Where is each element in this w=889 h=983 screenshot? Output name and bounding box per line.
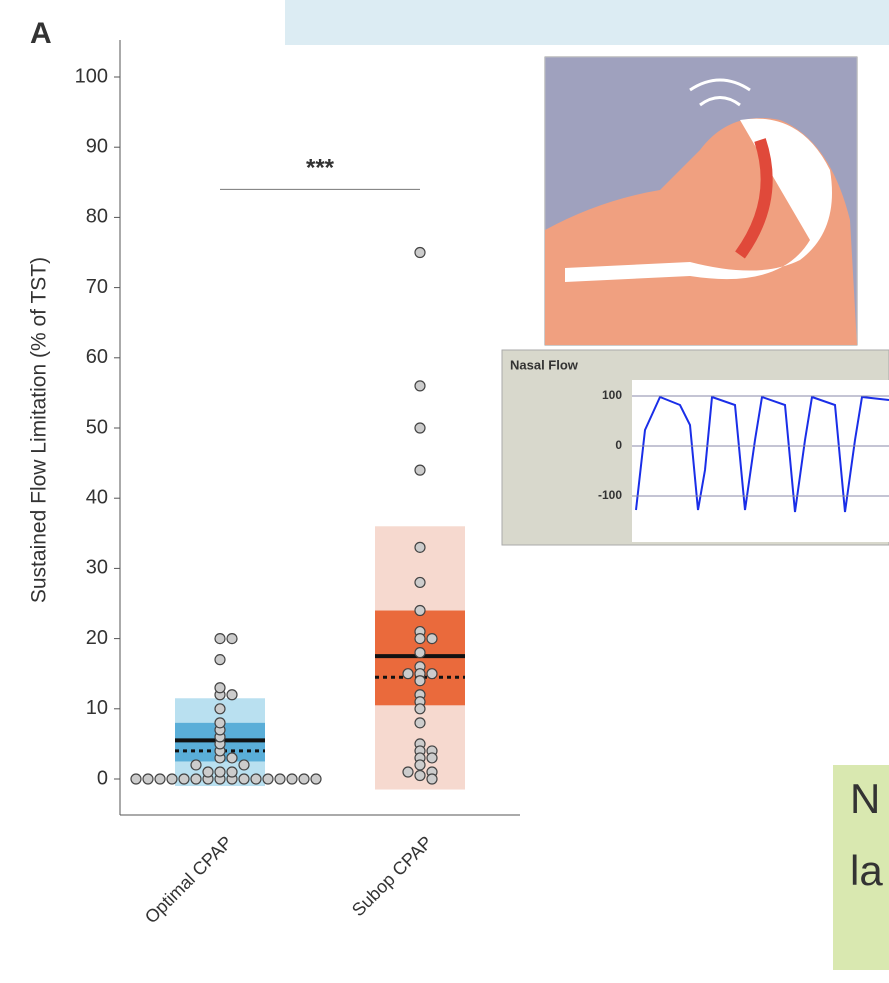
nasal-flow-inset: Nasal Flow 100 0 -100 (502, 350, 889, 545)
data-point (427, 669, 437, 679)
y-tick-label: 90 (86, 135, 108, 157)
data-point (179, 774, 189, 784)
x-tick-label: Optimal CPAP (141, 832, 236, 927)
data-point (415, 648, 425, 658)
x-tick-label: Subop CPAP (348, 832, 436, 920)
data-point (215, 634, 225, 644)
inset-tick-label: -100 (598, 488, 622, 502)
data-point (299, 774, 309, 784)
data-point (311, 774, 321, 784)
y-tick-label: 30 (86, 557, 108, 579)
data-point (415, 704, 425, 714)
data-point (239, 760, 249, 770)
data-point (403, 669, 413, 679)
y-tick-label: 100 (75, 65, 108, 87)
data-point (251, 774, 261, 784)
y-tick-label: 20 (86, 627, 108, 649)
data-point (263, 774, 273, 784)
y-axis-label: Sustained Flow Limitation (% of TST) (28, 257, 51, 603)
y-tick-label: 10 (86, 697, 108, 719)
data-point (415, 634, 425, 644)
data-point (227, 634, 237, 644)
significance-label: *** (306, 155, 335, 182)
data-point (415, 465, 425, 475)
data-point (215, 704, 225, 714)
data-point (275, 774, 285, 784)
data-point (427, 753, 437, 763)
y-tick-label: 60 (86, 346, 108, 368)
data-point (227, 690, 237, 700)
data-point (239, 774, 249, 784)
title-banner (285, 0, 889, 45)
data-point (287, 774, 297, 784)
note-line: la (850, 847, 883, 894)
data-point (215, 683, 225, 693)
y-tick-label: 40 (86, 486, 108, 508)
data-point (415, 423, 425, 433)
data-point (215, 767, 225, 777)
data-point (415, 676, 425, 686)
y-tick-label: 0 (97, 767, 108, 789)
data-point (227, 753, 237, 763)
data-point (415, 760, 425, 770)
data-point (415, 770, 425, 780)
data-point (403, 767, 413, 777)
slide: A Sustained Flow Limitation (% of TST) N… (0, 0, 889, 983)
y-tick-label: 50 (86, 416, 108, 438)
data-point (227, 767, 237, 777)
data-point (415, 718, 425, 728)
inset-tick-label: 100 (602, 388, 622, 402)
data-point (167, 774, 177, 784)
data-point (155, 774, 165, 784)
data-point (427, 774, 437, 784)
panel-label: A (30, 17, 52, 50)
slide-canvas: A Sustained Flow Limitation (% of TST) N… (0, 0, 889, 983)
data-point (415, 577, 425, 587)
data-point (415, 248, 425, 258)
data-point (215, 718, 225, 728)
data-point (191, 760, 201, 770)
note-line: N (850, 775, 880, 822)
data-point (215, 655, 225, 665)
airway-illustration (545, 57, 857, 345)
data-point (415, 606, 425, 616)
y-tick-label: 80 (86, 206, 108, 228)
data-point (415, 381, 425, 391)
data-point (143, 774, 153, 784)
inset-tick-label: 0 (615, 438, 622, 452)
data-point (415, 542, 425, 552)
data-point (427, 634, 437, 644)
inset-title: Nasal Flow (510, 357, 579, 372)
data-point (203, 767, 213, 777)
data-point (131, 774, 141, 784)
y-tick-label: 70 (86, 276, 108, 298)
data-point (191, 774, 201, 784)
